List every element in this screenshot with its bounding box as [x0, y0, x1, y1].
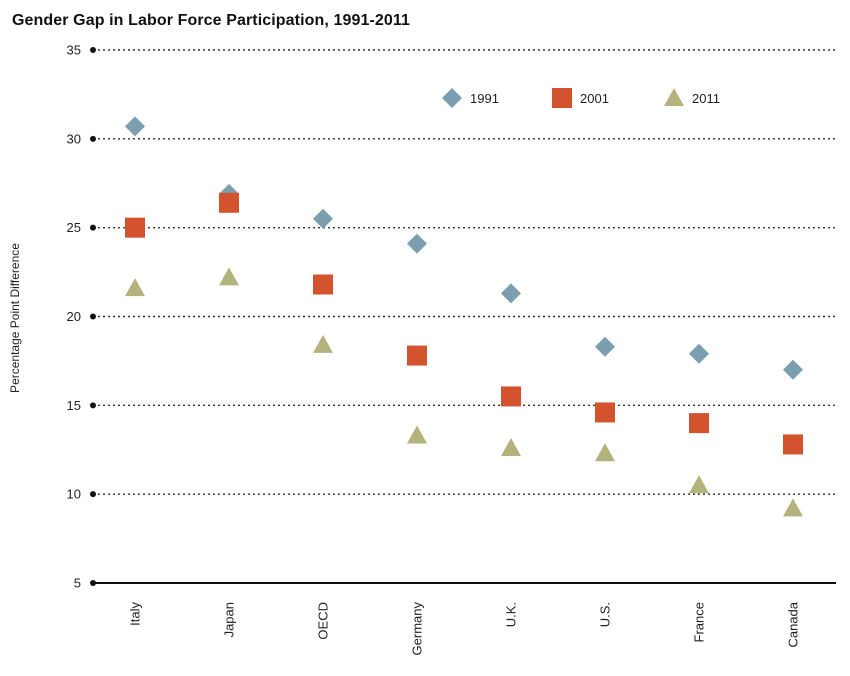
point-2011-canada	[783, 498, 803, 517]
x-tick-label-france: France	[692, 602, 707, 642]
point-2011-japan	[219, 267, 239, 286]
point-2011-u-k-	[501, 437, 521, 456]
x-tick-label-japan: Japan	[222, 602, 237, 637]
point-2001-italy	[125, 217, 145, 238]
x-tick-label-u-s-: U.S.	[598, 602, 613, 627]
point-2001-u-k-	[501, 386, 521, 407]
y-tick-label-5: 5	[74, 576, 81, 591]
point-2001-japan	[219, 192, 239, 213]
point-2001-germany	[407, 345, 427, 366]
legend-marker-2001	[552, 88, 572, 108]
y-tick-label-10: 10	[67, 487, 81, 502]
x-tick-label-germany: Germany	[410, 602, 425, 656]
y-tick-dot-5	[90, 580, 96, 586]
y-tick-dot-10	[90, 491, 96, 498]
y-tick-label-35: 35	[67, 43, 81, 58]
legend-marker-2011	[664, 88, 684, 106]
point-1991-germany	[407, 233, 427, 254]
point-2001-france	[689, 413, 709, 434]
point-2011-oecd	[313, 334, 333, 353]
axis-layer: 5 10 15 20 25 30 35	[67, 43, 96, 591]
x-tick-label-oecd: OECD	[316, 602, 331, 640]
point-1991-france	[689, 343, 709, 364]
legend-marker-1991	[442, 88, 462, 108]
grid-layer	[93, 49, 836, 584]
x-tick-label-italy: Italy	[128, 602, 143, 626]
y-tick-dot-30	[90, 135, 96, 142]
point-2011-germany	[407, 425, 427, 444]
legend-label-2001: 2001	[580, 91, 609, 106]
x-tick-label-u-k-: U.K.	[504, 602, 519, 627]
legend-label-2011: 2011	[692, 91, 720, 106]
point-2011-u-s-	[595, 443, 615, 462]
y-tick-dot-35	[90, 47, 96, 53]
legend: 1991 2001 2011	[442, 88, 720, 108]
point-2001-u-s-	[595, 402, 615, 423]
y-tick-label-25: 25	[67, 220, 81, 235]
data-points	[125, 116, 803, 517]
y-tick-label-30: 30	[67, 131, 81, 146]
x-tick-label-canada: Canada	[786, 601, 801, 647]
point-1991-canada	[783, 359, 803, 380]
point-2001-oecd	[313, 274, 333, 295]
y-axis-label: Percentage Point Difference	[8, 243, 22, 393]
y-tick-label-20: 20	[67, 309, 81, 324]
point-2001-canada	[783, 434, 803, 455]
point-1991-u-s-	[595, 336, 615, 357]
point-1991-u-k-	[501, 283, 521, 304]
point-2011-france	[689, 475, 709, 494]
point-2011-italy	[125, 278, 145, 297]
y-tick-label-15: 15	[67, 398, 81, 413]
point-1991-italy	[125, 116, 145, 137]
y-tick-dot-15	[90, 402, 96, 409]
legend-label-1991: 1991	[470, 91, 499, 106]
chart-title: Gender Gap in Labor Force Participation,…	[12, 12, 411, 29]
y-tick-dot-25	[90, 224, 96, 231]
category-labels: Italy Japan OECD Germany U.K. U.S. France Canad…	[128, 601, 801, 655]
point-1991-oecd	[313, 208, 333, 229]
y-tick-dot-20	[90, 313, 96, 320]
